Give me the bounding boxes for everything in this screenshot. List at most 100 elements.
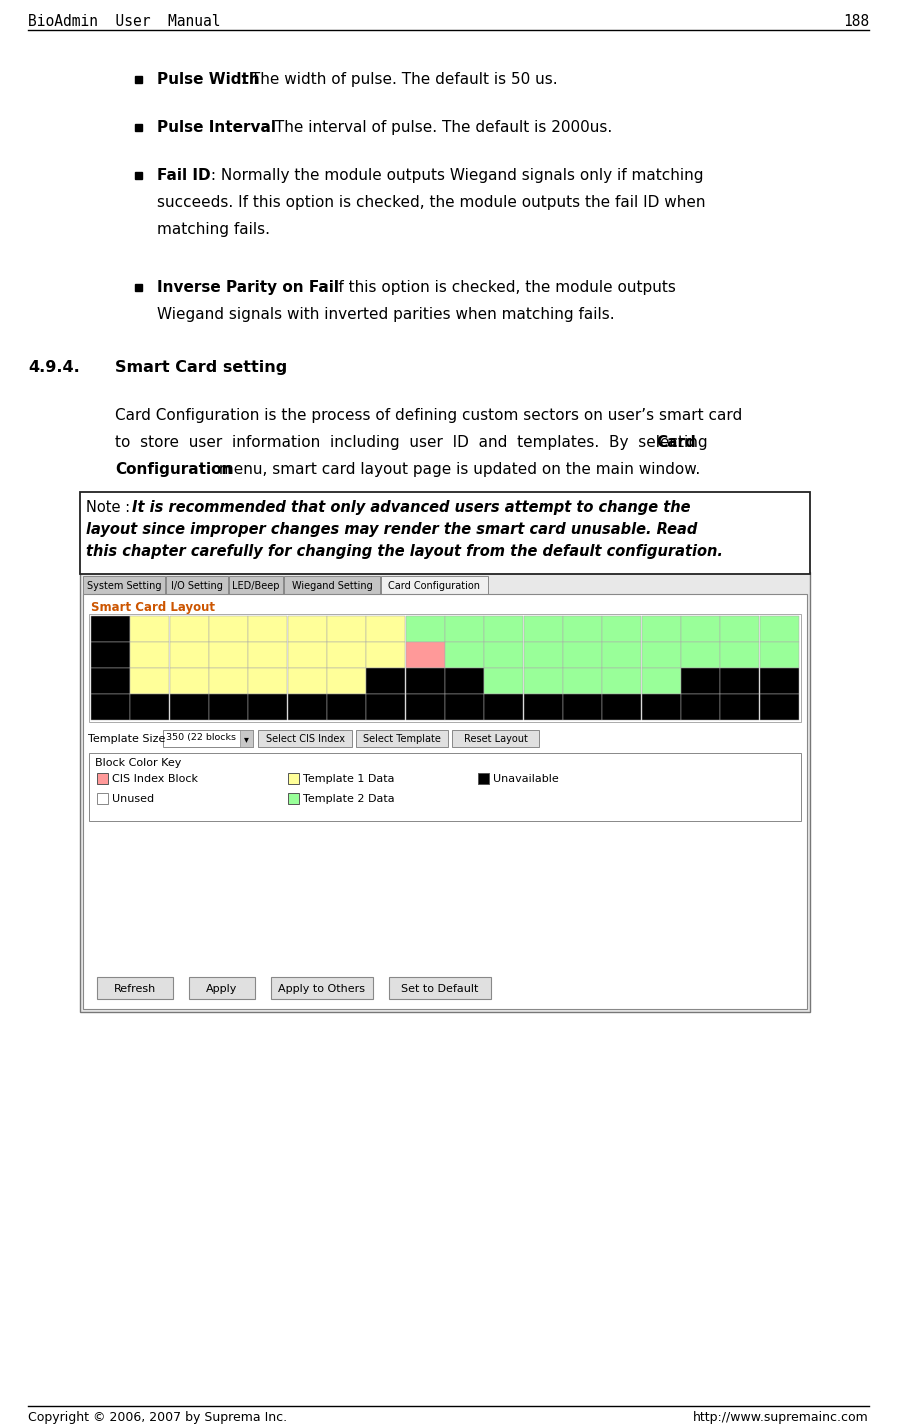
- Bar: [327, 694, 366, 720]
- Bar: [602, 616, 641, 642]
- Text: http://www.supremainc.com: http://www.supremainc.com: [693, 1410, 869, 1425]
- Text: this chapter carefully for changing the layout from the default configuration.: this chapter carefully for changing the …: [86, 543, 723, 559]
- Bar: [405, 667, 445, 693]
- Text: System Setting: System Setting: [87, 580, 161, 590]
- Bar: [135, 284, 142, 291]
- FancyBboxPatch shape: [80, 572, 810, 1012]
- Bar: [602, 667, 641, 693]
- FancyBboxPatch shape: [284, 576, 380, 595]
- Text: Template Size: Template Size: [88, 734, 165, 744]
- Bar: [563, 667, 602, 693]
- FancyBboxPatch shape: [389, 977, 491, 1000]
- FancyBboxPatch shape: [89, 615, 801, 722]
- Bar: [288, 667, 327, 693]
- Bar: [135, 124, 142, 131]
- Text: to  store  user  information  including  user  ID  and  templates.  By  selectin: to store user information including user…: [115, 435, 718, 451]
- Bar: [478, 773, 489, 784]
- Text: It is recommended that only advanced users attempt to change the: It is recommended that only advanced use…: [132, 501, 691, 515]
- Bar: [524, 667, 562, 693]
- Bar: [366, 616, 405, 642]
- Bar: [248, 616, 287, 642]
- Bar: [641, 694, 681, 720]
- FancyBboxPatch shape: [229, 576, 283, 595]
- Bar: [681, 667, 720, 693]
- Bar: [641, 642, 681, 667]
- Text: 188: 188: [843, 14, 869, 29]
- Bar: [327, 642, 366, 667]
- Text: Apply: Apply: [206, 984, 238, 994]
- Bar: [327, 616, 366, 642]
- Bar: [563, 694, 602, 720]
- Bar: [170, 616, 209, 642]
- Text: Template 2 Data: Template 2 Data: [303, 794, 395, 804]
- Bar: [484, 642, 523, 667]
- Text: : The width of pulse. The default is 50 us.: : The width of pulse. The default is 50 …: [236, 71, 557, 87]
- Bar: [760, 694, 798, 720]
- Text: : The interval of pulse. The default is 2000us.: : The interval of pulse. The default is …: [260, 120, 612, 135]
- Text: Set to Default: Set to Default: [401, 984, 479, 994]
- Text: Template 1 Data: Template 1 Data: [303, 774, 395, 784]
- Bar: [288, 793, 299, 804]
- Text: Card Configuration is the process of defining custom sectors on user’s smart car: Card Configuration is the process of def…: [115, 408, 742, 424]
- Bar: [130, 642, 170, 667]
- Bar: [366, 667, 405, 693]
- Bar: [445, 616, 484, 642]
- Bar: [484, 667, 523, 693]
- Bar: [366, 694, 405, 720]
- Bar: [288, 694, 327, 720]
- Bar: [91, 642, 130, 667]
- Bar: [681, 694, 720, 720]
- Bar: [524, 694, 562, 720]
- Text: 4.9.4.: 4.9.4.: [28, 359, 80, 375]
- Text: Card Configuration: Card Configuration: [388, 580, 481, 590]
- FancyBboxPatch shape: [166, 576, 228, 595]
- Text: Reset Layout: Reset Layout: [464, 734, 527, 744]
- Text: menu, smart card layout page is updated on the main window.: menu, smart card layout page is updated …: [213, 462, 700, 478]
- Bar: [209, 642, 248, 667]
- Bar: [760, 667, 798, 693]
- Text: 350 (22 blocks: 350 (22 blocks: [166, 733, 236, 742]
- Bar: [209, 667, 248, 693]
- Bar: [641, 616, 681, 642]
- FancyBboxPatch shape: [356, 730, 448, 747]
- Text: LED/Beep: LED/Beep: [232, 580, 280, 590]
- Bar: [288, 642, 327, 667]
- Bar: [484, 616, 523, 642]
- Text: Note :: Note :: [86, 501, 130, 515]
- Text: matching fails.: matching fails.: [157, 222, 270, 237]
- Bar: [681, 616, 720, 642]
- Text: Block Color Key: Block Color Key: [95, 759, 181, 769]
- Text: I/O Setting: I/O Setting: [171, 580, 223, 590]
- Bar: [327, 667, 366, 693]
- Bar: [720, 616, 760, 642]
- Bar: [602, 642, 641, 667]
- Text: Refresh: Refresh: [114, 984, 156, 994]
- Text: Pulse Width: Pulse Width: [157, 71, 260, 87]
- Text: Pulse Interval: Pulse Interval: [157, 120, 276, 135]
- Text: Unavailable: Unavailable: [493, 774, 559, 784]
- Bar: [720, 642, 760, 667]
- FancyBboxPatch shape: [80, 492, 810, 575]
- Bar: [760, 616, 798, 642]
- Text: Select Template: Select Template: [363, 734, 441, 744]
- FancyBboxPatch shape: [452, 730, 539, 747]
- Bar: [445, 642, 484, 667]
- FancyBboxPatch shape: [97, 977, 173, 1000]
- Bar: [681, 642, 720, 667]
- Bar: [130, 616, 170, 642]
- Bar: [720, 667, 760, 693]
- Text: succeeds. If this option is checked, the module outputs the fail ID when: succeeds. If this option is checked, the…: [157, 195, 706, 210]
- Text: CIS Index Block: CIS Index Block: [112, 774, 198, 784]
- Bar: [91, 694, 130, 720]
- Bar: [248, 694, 287, 720]
- Bar: [288, 773, 299, 784]
- Text: Select CIS Index: Select CIS Index: [266, 734, 344, 744]
- Bar: [405, 642, 445, 667]
- Text: Copyright © 2006, 2007 by Suprema Inc.: Copyright © 2006, 2007 by Suprema Inc.: [28, 1410, 287, 1425]
- Bar: [248, 667, 287, 693]
- Bar: [524, 616, 562, 642]
- Bar: [445, 694, 484, 720]
- Text: Inverse Parity on Fail: Inverse Parity on Fail: [157, 279, 339, 295]
- Text: Configuration: Configuration: [115, 462, 232, 478]
- Text: : If this option is checked, the module outputs: : If this option is checked, the module …: [318, 279, 675, 295]
